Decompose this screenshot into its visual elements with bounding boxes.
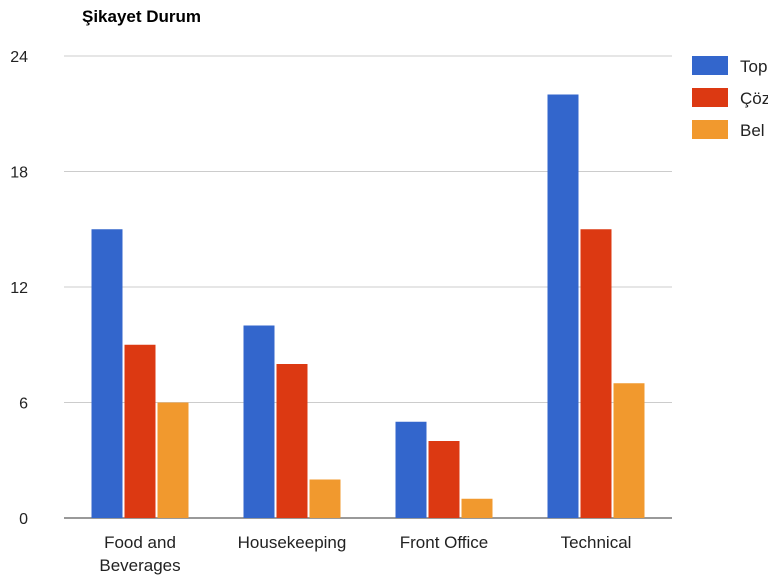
x-category-label: Housekeeping <box>238 533 347 552</box>
x-axis-categories: Food and Beverages Housekeeping Front Offic… <box>99 533 631 575</box>
bar[interactable] <box>461 498 493 518</box>
bar[interactable] <box>91 229 123 518</box>
legend: Top Çöz Bel <box>692 56 768 140</box>
y-tick-label: 18 <box>10 165 28 182</box>
x-category-label: Beverages <box>99 556 180 575</box>
chart-title: Şikayet Durum <box>82 7 201 26</box>
x-category-label: Technical <box>561 533 632 552</box>
bar[interactable] <box>124 344 156 518</box>
bars <box>91 94 645 519</box>
bar[interactable] <box>276 364 308 518</box>
x-category-label: Front Office <box>400 533 489 552</box>
y-tick-label: 6 <box>19 396 28 413</box>
bar[interactable] <box>613 383 645 518</box>
legend-swatch <box>692 120 728 139</box>
bar[interactable] <box>309 479 341 519</box>
bar[interactable] <box>580 229 612 518</box>
legend-label: Çöz <box>740 89 768 108</box>
y-axis-ticks: 0 6 12 18 24 <box>10 49 28 528</box>
legend-swatch <box>692 88 728 107</box>
legend-label: Top <box>740 57 767 76</box>
bar[interactable] <box>395 421 427 518</box>
x-category-label: Food and <box>104 533 176 552</box>
bar[interactable] <box>243 325 275 519</box>
bar[interactable] <box>547 94 579 519</box>
y-tick-label: 24 <box>10 49 28 66</box>
bar[interactable] <box>428 441 460 518</box>
bar[interactable] <box>157 402 189 519</box>
legend-label: Bel <box>740 121 765 140</box>
y-tick-label: 0 <box>19 511 28 528</box>
y-tick-label: 12 <box>10 280 28 297</box>
legend-swatch <box>692 56 728 75</box>
